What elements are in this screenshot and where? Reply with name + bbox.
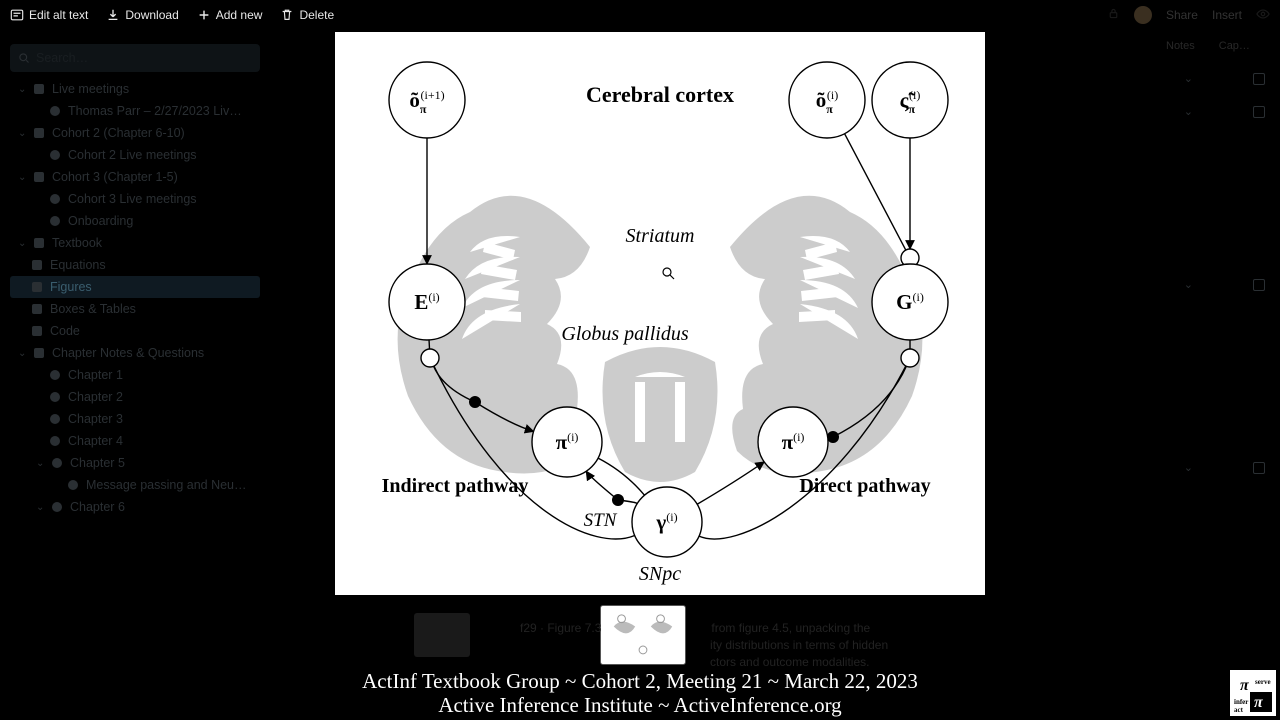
- faint-row-text: f29 · Figure 7.3 from figure 4.5, unpack…: [520, 620, 888, 670]
- sidebar-item-label: Equations: [50, 258, 106, 272]
- sidebar-item-label: Cohort 2 Live meetings: [68, 148, 197, 162]
- sidebar-item[interactable]: Chapter 4: [10, 430, 260, 452]
- sidebar-item-label: Live meetings: [52, 82, 129, 96]
- sidebar-item-label: Onboarding: [68, 214, 133, 228]
- lock-icon: [1107, 7, 1120, 23]
- sidebar-item-label: Cohort 3 Live meetings: [68, 192, 197, 206]
- sidebar-item[interactable]: Thomas Parr – 2/27/2023 Liv…: [10, 100, 260, 122]
- svg-text:STN: STN: [584, 510, 618, 531]
- sidebar-item[interactable]: Cohort 2 Live meetings: [10, 144, 260, 166]
- sidebar-item[interactable]: ⌄Chapter 6: [10, 496, 260, 518]
- toolbar-right: Share Insert: [1107, 0, 1270, 30]
- sidebar-item[interactable]: Code: [10, 320, 260, 342]
- sidebar-item-label: Message passing and Neu…: [86, 478, 247, 492]
- thumbnail[interactable]: [414, 613, 470, 657]
- institute-logo: π serve π act infer: [1230, 670, 1276, 716]
- svg-text:π: π: [1254, 694, 1264, 711]
- avatar[interactable]: [1134, 6, 1152, 24]
- sidebar-item[interactable]: Onboarding: [10, 210, 260, 232]
- sidebar-item-label: Cohort 3 (Chapter 1-5): [52, 170, 178, 184]
- search-placeholder: Search…: [36, 51, 88, 65]
- search-input[interactable]: Search…: [10, 44, 260, 72]
- alt-text-icon: [10, 8, 24, 22]
- sidebar-item[interactable]: Cohort 3 Live meetings: [10, 188, 260, 210]
- chevron-down-icon[interactable]: ⌄: [1184, 461, 1193, 474]
- download-icon: [106, 8, 120, 22]
- sidebar-item[interactable]: Figures: [10, 276, 260, 298]
- sidebar: Search… ⌄Live meetings Thomas Parr – 2/27…: [0, 36, 270, 666]
- image-toolbar: Edit alt text Download Add new Delete: [0, 0, 1280, 30]
- sidebar-item-label: Chapter 4: [68, 434, 123, 448]
- insert-button[interactable]: Insert: [1212, 8, 1242, 22]
- neural-diagram: õπ(i+1)õπ(i)ς̃π(i)E(i)G(i)π(i)π(i)γ(i)Ce…: [335, 32, 985, 595]
- delete-label: Delete: [299, 8, 334, 22]
- sidebar-item-label: Boxes & Tables: [50, 302, 136, 316]
- svg-text:π: π: [1240, 677, 1250, 694]
- sidebar-item[interactable]: Equations: [10, 254, 260, 276]
- edit-alt-text-button[interactable]: Edit alt text: [10, 8, 88, 22]
- tab-caption[interactable]: Cap…: [1219, 40, 1250, 52]
- sidebar-item-label: Chapter 5: [70, 456, 125, 470]
- delete-button[interactable]: Delete: [280, 8, 334, 22]
- sidebar-item[interactable]: Chapter 1: [10, 364, 260, 386]
- sidebar-item-label: Chapter 6: [70, 500, 125, 514]
- sidebar-item-label: Cohort 2 (Chapter 6-10): [52, 126, 185, 140]
- sidebar-item[interactable]: ⌄Chapter Notes & Questions: [10, 342, 260, 364]
- download-button[interactable]: Download: [106, 8, 178, 22]
- diagram-panel: õπ(i+1)õπ(i)ς̃π(i)E(i)G(i)π(i)π(i)γ(i)Ce…: [335, 32, 985, 595]
- svg-text:Indirect pathway: Indirect pathway: [382, 475, 529, 497]
- edit-alt-label: Edit alt text: [29, 8, 88, 22]
- eye-icon[interactable]: [1256, 7, 1270, 24]
- svg-text:infer: infer: [1234, 698, 1248, 706]
- caption-line-2: Active Inference Institute ~ ActiveInfer…: [438, 693, 841, 717]
- sidebar-item[interactable]: ⌄Chapter 5: [10, 452, 260, 474]
- svg-text:Globus pallidus: Globus pallidus: [561, 323, 688, 345]
- add-new-button[interactable]: Add new: [197, 8, 263, 22]
- chevron-down-icon[interactable]: ⌄: [1184, 72, 1193, 85]
- sidebar-item[interactable]: Boxes & Tables: [10, 298, 260, 320]
- caption-line-1: ActInf Textbook Group ~ Cohort 2, Meetin…: [362, 669, 918, 693]
- svg-text:serve: serve: [1255, 678, 1271, 686]
- sidebar-item-label: Figures: [50, 280, 92, 294]
- sidebar-item-label: Thomas Parr – 2/27/2023 Liv…: [68, 104, 242, 118]
- sidebar-item-label: Chapter 2: [68, 390, 123, 404]
- add-new-label: Add new: [216, 8, 263, 22]
- sidebar-item[interactable]: Chapter 3: [10, 408, 260, 430]
- sidebar-item-label: Chapter Notes & Questions: [52, 346, 204, 360]
- right-row-controls: ⌄ ⌄ ⌄ ⌄: [1184, 72, 1265, 474]
- plus-icon: [197, 8, 211, 22]
- chevron-down-icon[interactable]: ⌄: [1184, 105, 1193, 118]
- video-caption: ActInf Textbook Group ~ Cohort 2, Meetin…: [0, 666, 1280, 720]
- sidebar-item[interactable]: ⌄Cohort 2 (Chapter 6-10): [10, 122, 260, 144]
- sidebar-item[interactable]: ⌄Live meetings: [10, 78, 260, 100]
- download-label: Download: [125, 8, 178, 22]
- sidebar-item-label: Chapter 1: [68, 368, 123, 382]
- thumbnail-icon[interactable]: [1253, 279, 1265, 291]
- trash-icon: [280, 8, 294, 22]
- sidebar-item[interactable]: Chapter 2: [10, 386, 260, 408]
- svg-text:Striatum: Striatum: [626, 225, 695, 247]
- thumbnail-icon[interactable]: [1253, 106, 1265, 118]
- chevron-down-icon[interactable]: ⌄: [1184, 278, 1193, 291]
- svg-text:Cerebral cortex: Cerebral cortex: [586, 82, 734, 107]
- thumbnail-icon[interactable]: [1253, 462, 1265, 474]
- tab-notes[interactable]: Notes: [1166, 40, 1195, 52]
- svg-text:act: act: [1234, 706, 1244, 714]
- svg-text:SNpc: SNpc: [639, 563, 681, 585]
- search-icon: [18, 52, 30, 64]
- sidebar-item-label: Code: [50, 324, 80, 338]
- share-button[interactable]: Share: [1166, 8, 1198, 22]
- right-panel-tabs: Notes Cap…: [1166, 40, 1266, 52]
- sidebar-item[interactable]: Message passing and Neu…: [10, 474, 260, 496]
- sidebar-item[interactable]: ⌄Cohort 3 (Chapter 1-5): [10, 166, 260, 188]
- thumbnail-icon[interactable]: [1253, 73, 1265, 85]
- sidebar-item[interactable]: ⌄Textbook: [10, 232, 260, 254]
- svg-text:Direct pathway: Direct pathway: [799, 475, 930, 497]
- sidebar-item-label: Textbook: [52, 236, 102, 250]
- sidebar-item-label: Chapter 3: [68, 412, 123, 426]
